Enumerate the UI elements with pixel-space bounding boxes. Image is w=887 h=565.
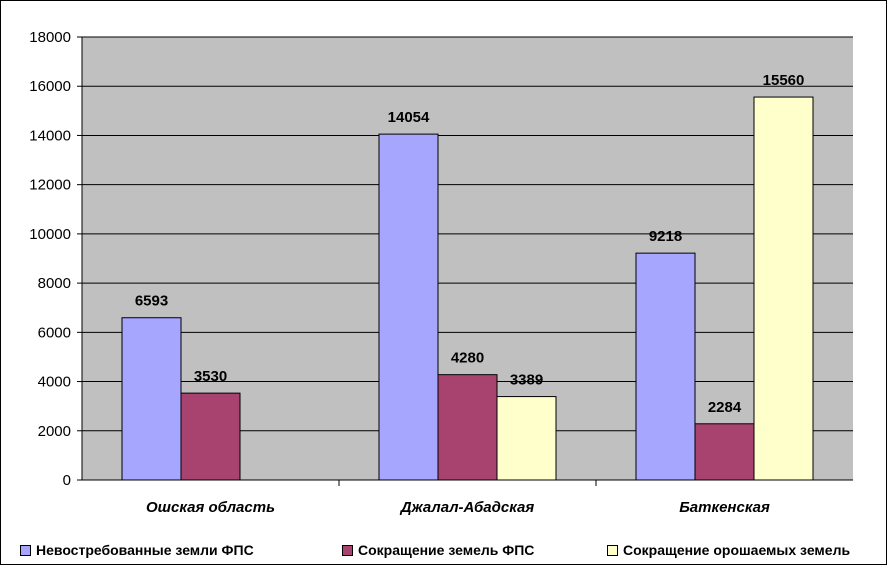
data-label: 6593 — [135, 293, 168, 310]
legend-label: Сокращение земель ФПС — [358, 542, 535, 558]
legend-label: Сокращение орошаемых земель — [623, 542, 851, 558]
category-label: Баткенская — [679, 499, 770, 516]
y-tick-label: 14000 — [29, 127, 71, 144]
bar — [437, 374, 498, 481]
legend-label: Невостребованные земли ФПС — [36, 542, 254, 558]
data-label: 9218 — [649, 228, 682, 245]
legend-item: Сокращение земель ФПС — [342, 542, 534, 558]
data-label: 3389 — [510, 372, 543, 389]
legend-item: Сокращение орошаемых земель — [607, 542, 850, 558]
bar — [121, 317, 182, 481]
legend-item: Невостребованные земли ФПС — [20, 542, 254, 558]
y-tick-label: 8000 — [38, 275, 71, 292]
y-tick-label: 12000 — [29, 177, 71, 194]
legend-swatch — [607, 544, 618, 556]
data-label: 4280 — [451, 350, 484, 367]
bar — [635, 252, 696, 481]
bar — [378, 133, 439, 481]
bar-chart: 0 2000 4000 6000 8000 10000 12000 14000 16000 180… — [29, 29, 853, 516]
legend-swatch — [342, 544, 353, 556]
data-label: 14054 — [388, 109, 430, 126]
bar — [180, 392, 241, 481]
data-label: 3530 — [194, 368, 227, 385]
category-label: Ошская область — [146, 499, 275, 516]
bar — [753, 96, 814, 481]
data-label: 15560 — [763, 72, 805, 89]
bar — [694, 423, 755, 481]
y-tick-label: 2000 — [38, 423, 71, 440]
y-tick-label: 6000 — [38, 324, 71, 341]
y-tick-label: 0 — [63, 472, 71, 489]
y-tick-label: 16000 — [29, 78, 71, 95]
legend: Невостребованные земли ФПС Сокращение зем… — [0, 538, 887, 562]
category-label: Джалал-Абадская — [399, 499, 535, 516]
legend-swatch — [20, 544, 31, 556]
y-tick-label: 18000 — [29, 29, 71, 46]
y-tick-label: 4000 — [38, 374, 71, 391]
bar — [496, 396, 557, 481]
y-tick-label: 10000 — [29, 226, 71, 243]
data-label: 2284 — [708, 399, 742, 416]
